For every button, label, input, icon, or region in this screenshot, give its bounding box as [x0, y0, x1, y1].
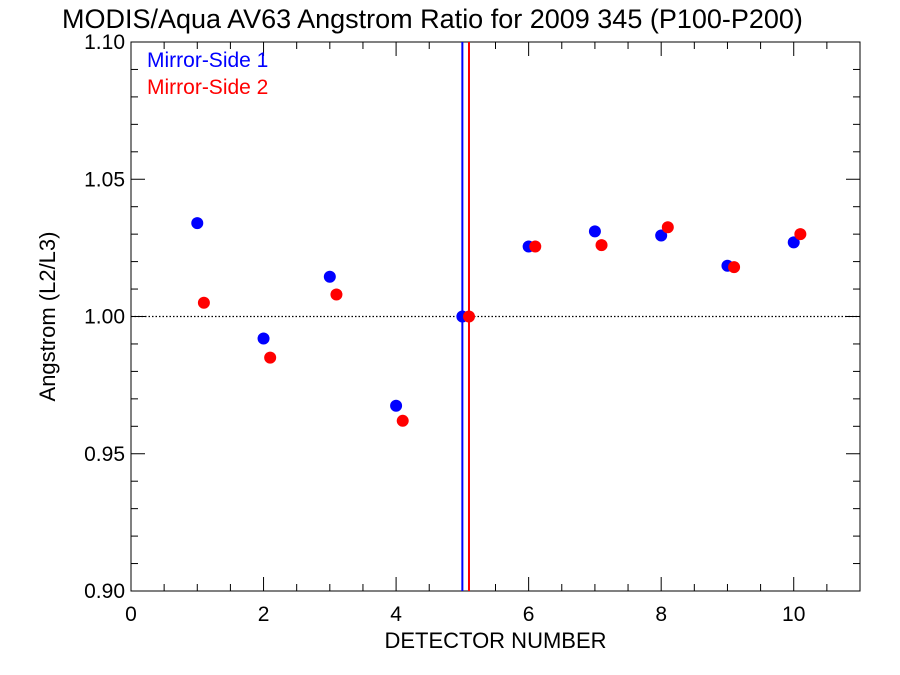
x-tick-label: 0: [125, 603, 137, 626]
data-point-series-2: [197, 296, 210, 309]
y-tick-label: 1.05: [84, 168, 125, 191]
data-point-series-2: [330, 288, 343, 301]
data-point-series-1: [191, 217, 204, 230]
data-point-series-2: [728, 261, 741, 274]
reference-lines: [131, 42, 860, 591]
x-axis-label: DETECTOR NUMBER: [384, 628, 606, 653]
tick-labels: 0 2 4 6 8 10 0.90 0.95 1.00 1.05 1.10: [84, 31, 805, 626]
x-tick-label: 2: [258, 603, 270, 626]
data-point-series-2: [595, 239, 608, 252]
data-point-series-2: [661, 221, 674, 234]
legend-entry-series-2: Mirror-Side 2: [147, 76, 268, 99]
x-tick-label: 4: [390, 603, 402, 626]
data-point-series-1: [390, 399, 403, 412]
x-tick-label: 6: [523, 603, 535, 626]
x-tick-label: 8: [655, 603, 667, 626]
data-point-series-1: [787, 236, 800, 249]
y-tick-label: 1.00: [84, 306, 125, 329]
data-point-series-2: [462, 310, 475, 323]
legend: Mirror-Side 1 Mirror-Side 2: [147, 49, 268, 99]
data-point-series-2: [529, 240, 542, 253]
data-point-series-2: [794, 228, 807, 241]
data-point-series-1: [588, 225, 601, 238]
data-point-series-1: [257, 332, 270, 345]
data-point-series-2: [396, 414, 409, 427]
x-tick-label: 10: [782, 603, 805, 626]
data-point-series-2: [264, 351, 277, 364]
y-tick-label: 0.95: [84, 443, 125, 466]
chart-title: MODIS/Aqua AV63 Angstrom Ratio for 2009 …: [62, 4, 803, 34]
y-tick-label: 1.10: [84, 31, 125, 54]
data-points: [191, 217, 807, 427]
y-axis-label: Angstrom (L2/L3): [35, 232, 60, 402]
legend-entry-series-1: Mirror-Side 1: [147, 49, 268, 72]
data-point-series-1: [655, 229, 668, 242]
y-tick-label: 0.90: [84, 580, 125, 603]
data-point-series-1: [323, 270, 336, 283]
